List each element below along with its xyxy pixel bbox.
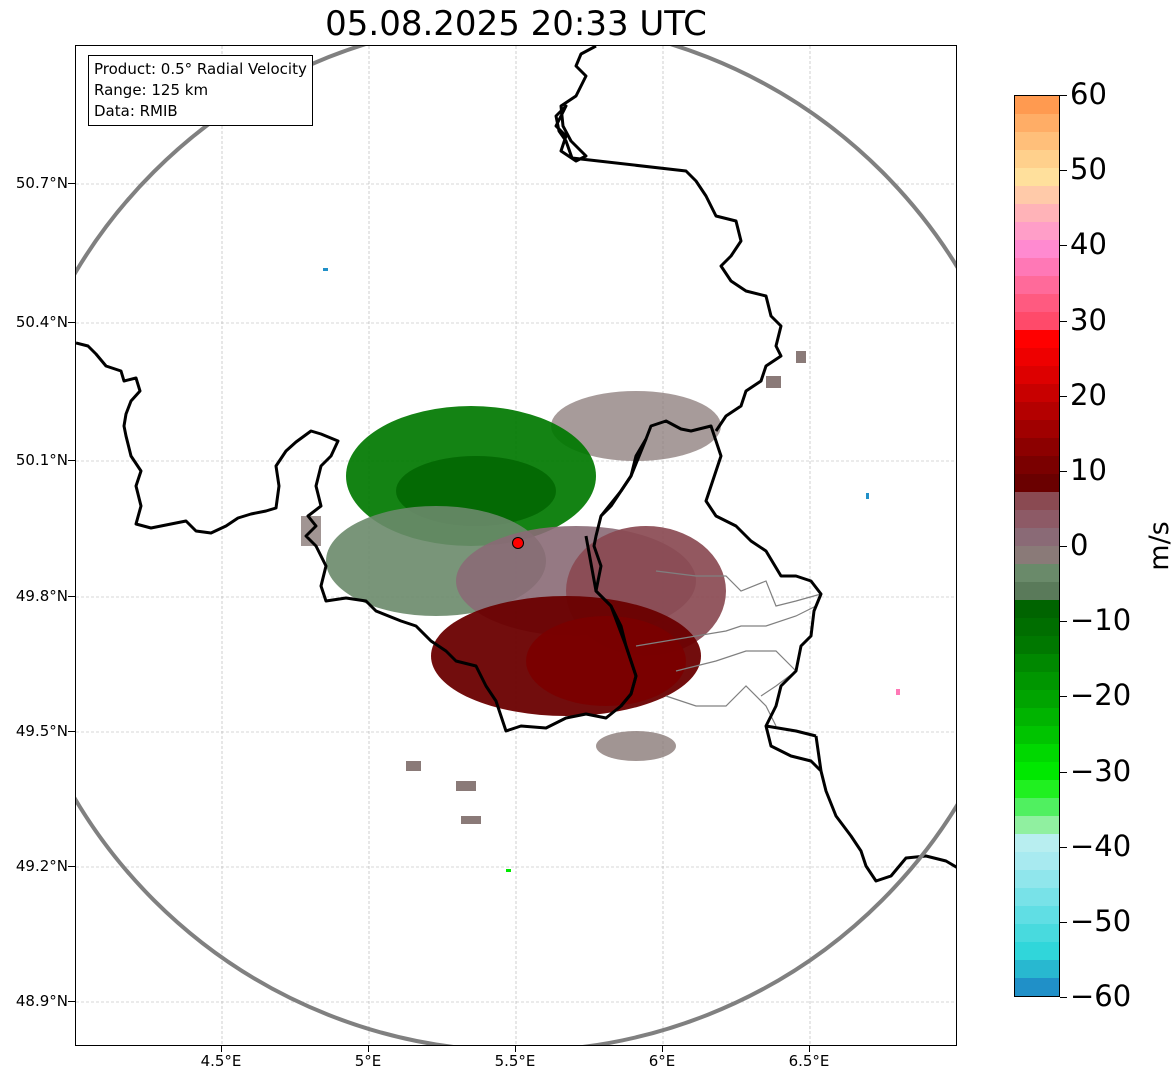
colorbar-tick (1060, 696, 1067, 697)
colorbar-tick (1060, 245, 1067, 246)
lat-tick (68, 866, 75, 867)
radar-site-marker (512, 537, 524, 549)
echo-speck-6 (461, 816, 481, 824)
echo-red-core (526, 616, 686, 706)
border-belgium-germany-north (554, 46, 783, 432)
lon-label-4.5: 4.5°E (200, 1052, 242, 1070)
lon-label-5.5: 5.5°E (494, 1052, 536, 1070)
lat-tick (68, 322, 75, 323)
echo-speck-1 (323, 268, 328, 271)
lon-tick (368, 1046, 369, 1052)
echo-speck-10 (506, 869, 511, 872)
lon-label-6: 6°E (648, 1052, 676, 1070)
lat-tick (68, 731, 75, 732)
radar-map (75, 45, 957, 1046)
info-data-source: Data: RMIB (94, 102, 178, 120)
colorbar-tick-label: 10 (1070, 453, 1107, 487)
colorbar-tick (1060, 922, 1067, 923)
lon-label-6.5: 6.5°E (788, 1052, 830, 1070)
colorbar-unit-label: m/s (1144, 521, 1171, 571)
colorbar-tick (1060, 847, 1067, 848)
colorbar-tick-label: 40 (1070, 227, 1107, 261)
echo-speck-3 (896, 689, 900, 695)
colorbar-tick-label: 60 (1070, 77, 1107, 111)
colorbar-tick (1060, 170, 1067, 171)
lat-label-50.1: 50.1°N (15, 451, 68, 469)
internal-borders (635, 570, 822, 727)
colorbar-tick-label: −10 (1070, 603, 1132, 637)
lat-tick (68, 460, 75, 461)
colorbar-tick-label: 50 (1070, 152, 1107, 186)
lon-tick (662, 1046, 663, 1052)
lon-tick (809, 1046, 810, 1052)
chart-title: 05.08.2025 20:33 UTC (325, 4, 707, 44)
lon-tick (515, 1046, 516, 1052)
lat-label-49.8: 49.8°N (15, 587, 68, 605)
echo-gray-southeast (596, 731, 676, 761)
colorbar-tick-label: −60 (1070, 979, 1132, 1013)
lat-label-49.5: 49.5°N (15, 722, 68, 740)
colorbar-tick-label: −20 (1070, 678, 1132, 712)
colorbar-tick-label: −50 (1070, 904, 1132, 938)
product-info-box: Product: 0.5° Radial Velocity Range: 125… (88, 55, 313, 126)
colorbar-tick (1060, 772, 1067, 773)
echo-speck-5 (456, 781, 476, 791)
map-canvas (76, 46, 956, 1045)
colorbar-tick (1060, 997, 1067, 998)
national-borders (76, 46, 956, 883)
colorbar-tick-label: −40 (1070, 829, 1132, 863)
border-luxembourg (584, 438, 823, 772)
border-france-belgium-west (76, 341, 956, 883)
lat-label-49.2: 49.2°N (15, 857, 68, 875)
colorbar-tick (1060, 95, 1067, 96)
colorbar-tick (1060, 396, 1067, 397)
colorbar-tick (1060, 621, 1067, 622)
echo-speck-7 (796, 351, 806, 363)
echo-speck-4 (406, 761, 421, 771)
colorbar-tick-label: −30 (1070, 754, 1132, 788)
lat-tick (68, 596, 75, 597)
velocity-colorbar (1014, 95, 1060, 997)
lat-label-48.9: 48.9°N (15, 992, 68, 1010)
lat-tick (68, 1001, 75, 1002)
lat-tick (68, 183, 75, 184)
info-range: Range: 125 km (94, 81, 209, 99)
echo-speck-8 (766, 376, 781, 388)
lat-label-50.4: 50.4°N (15, 313, 68, 331)
colorbar-tick-label: 0 (1070, 528, 1089, 562)
colorbar-tick-label: 20 (1070, 378, 1107, 412)
colorbar-tick (1060, 471, 1067, 472)
colorbar-tick (1060, 546, 1067, 547)
lon-label-5: 5°E (354, 1052, 382, 1070)
colorbar-tick-label: 30 (1070, 303, 1107, 337)
echo-gray-north (551, 391, 721, 461)
echo-speck-2 (866, 493, 869, 499)
info-product: Product: 0.5° Radial Velocity (94, 60, 307, 78)
lat-label-50.7: 50.7°N (15, 174, 68, 192)
lon-tick (221, 1046, 222, 1052)
colorbar-tick (1060, 321, 1067, 322)
